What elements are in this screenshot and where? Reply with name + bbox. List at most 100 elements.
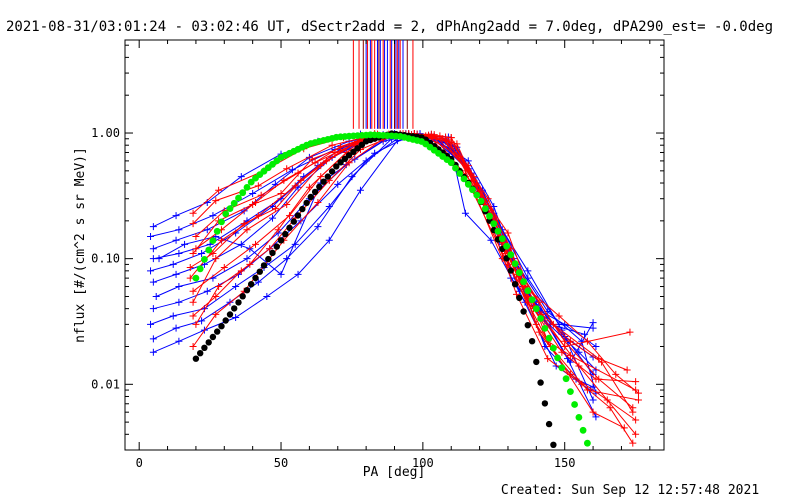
data-point-red xyxy=(427,130,435,138)
green-fit-dot xyxy=(222,210,230,218)
data-point-blue xyxy=(172,212,180,220)
data-point-red xyxy=(251,198,259,206)
green-fit-dot xyxy=(503,242,510,250)
green-fit-dot xyxy=(579,426,587,434)
green-fit-dot xyxy=(558,364,566,372)
data-point-red xyxy=(436,132,444,140)
data-point-blue xyxy=(592,413,600,421)
data-point-red xyxy=(186,264,194,272)
data-point-blue xyxy=(149,348,157,356)
data-point-red xyxy=(504,229,512,237)
green-fit-dot xyxy=(494,227,502,235)
data-point-red xyxy=(277,190,285,198)
data-point-blue xyxy=(561,320,569,328)
data-point-red xyxy=(189,342,197,350)
green-fit-dot xyxy=(239,189,247,197)
black-fit-dot xyxy=(516,294,523,302)
green-fit-dot xyxy=(575,414,583,421)
x-tick-label: 50 xyxy=(274,456,288,470)
series-line-blue xyxy=(153,133,597,394)
black-fit-dot xyxy=(316,183,323,190)
green-fit-dot xyxy=(545,334,553,342)
data-point-red xyxy=(314,198,322,206)
data-point-red xyxy=(283,200,291,208)
series-line-red xyxy=(195,133,634,444)
data-point-red xyxy=(337,143,345,151)
data-point-red xyxy=(237,267,245,275)
black-fit-dot xyxy=(328,168,336,175)
data-point-red xyxy=(291,182,299,190)
green-fit-dot xyxy=(528,296,536,304)
data-point-blue xyxy=(552,362,560,370)
green-fit-dot xyxy=(532,305,540,313)
green-fit-dot xyxy=(498,235,506,243)
data-point-red xyxy=(578,380,586,388)
green-fit-dot xyxy=(567,388,574,395)
data-point-blue xyxy=(461,209,469,217)
green-fit-dot xyxy=(550,344,557,352)
black-fit-dot xyxy=(192,355,200,362)
data-point-red xyxy=(215,283,223,291)
data-point-blue xyxy=(155,255,163,263)
green-fit-dot xyxy=(464,180,472,188)
green-fit-dot xyxy=(584,439,591,447)
series-line-blue xyxy=(153,134,594,401)
green-fit-dot xyxy=(213,227,221,235)
data-point-blue xyxy=(181,240,189,248)
data-point-red xyxy=(294,169,302,177)
chart-title: 2021-08-31/03:01:24 - 03:02:46 UT, dSect… xyxy=(6,19,773,35)
data-point-red xyxy=(442,133,450,141)
data-point-red xyxy=(274,226,282,234)
data-point-red xyxy=(189,209,197,217)
series-line-blue xyxy=(155,133,585,335)
data-point-blue xyxy=(294,270,302,278)
data-point-red xyxy=(217,236,225,244)
series-line-blue xyxy=(153,133,594,388)
black-fit-dot xyxy=(277,237,285,244)
green-fit-dot xyxy=(571,401,578,408)
data-point-red xyxy=(189,249,197,257)
data-point-blue xyxy=(524,274,532,282)
green-fit-dot xyxy=(562,375,570,383)
data-point-red xyxy=(589,408,597,416)
data-point-red xyxy=(328,141,336,149)
data-point-blue xyxy=(243,255,251,263)
data-point-blue xyxy=(172,324,180,332)
black-fit-dot xyxy=(550,441,557,448)
green-fit-dot xyxy=(541,325,549,332)
green-fit-dot xyxy=(196,265,204,273)
data-point-red xyxy=(192,233,200,241)
data-point-red xyxy=(549,320,557,328)
black-fit-dot xyxy=(286,224,293,231)
data-point-blue xyxy=(589,383,597,391)
data-point-red xyxy=(243,226,251,234)
data-point-red xyxy=(254,182,262,190)
green-fit-dot xyxy=(192,274,200,282)
data-point-blue xyxy=(356,186,364,194)
data-point-blue xyxy=(149,335,157,343)
data-point-red xyxy=(632,378,640,386)
data-point-blue xyxy=(277,270,285,278)
black-fit-dot xyxy=(324,173,331,180)
black-fit-dot xyxy=(197,350,204,357)
data-point-red xyxy=(212,255,220,263)
green-fit-dot xyxy=(218,218,225,226)
green-fit-dot xyxy=(507,251,515,259)
data-point-red xyxy=(612,370,620,378)
data-point-blue xyxy=(172,270,180,278)
data-point-blue xyxy=(558,326,566,334)
black-fit-dot xyxy=(273,243,280,250)
data-point-red xyxy=(189,287,197,295)
data-point-red xyxy=(280,176,288,184)
green-fit-dot xyxy=(452,164,459,172)
data-point-blue xyxy=(175,249,183,257)
data-point-red xyxy=(606,404,614,412)
black-fit-dot xyxy=(239,293,246,300)
black-fit-dot xyxy=(205,339,212,346)
black-fit-dot xyxy=(282,230,289,238)
data-point-red xyxy=(544,355,552,363)
data-point-red xyxy=(240,220,248,228)
data-point-blue xyxy=(592,342,600,350)
data-point-blue xyxy=(263,292,271,300)
black-fit-dot xyxy=(299,205,306,213)
